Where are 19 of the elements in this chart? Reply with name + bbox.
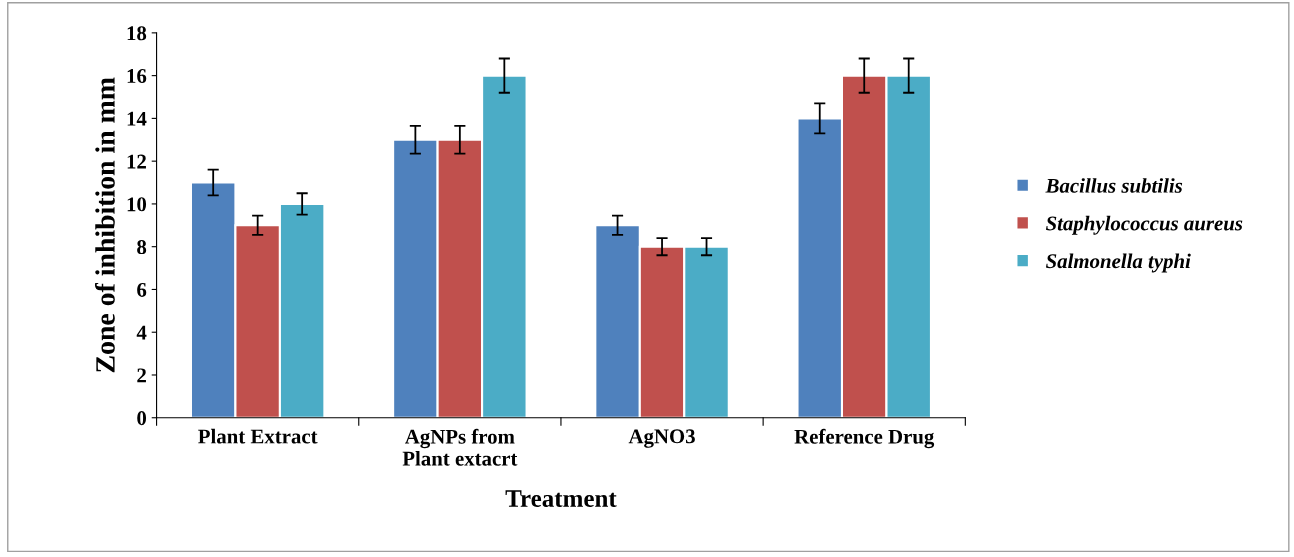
x-tick-label: Reference Drug xyxy=(794,428,935,449)
y-tick-label: 8 xyxy=(137,240,147,255)
legend-label: Bacillus subtilis xyxy=(1045,178,1183,193)
x-tick-label: Plant Extract xyxy=(198,428,318,444)
y-tick-label: 2 xyxy=(137,368,146,383)
y-axis-title: Zone of inhibition in mm xyxy=(94,77,115,373)
y-tick-label: 14 xyxy=(127,111,147,126)
x-tick-label: AgNO3 xyxy=(628,429,695,448)
y-tick-label: 12 xyxy=(127,154,146,169)
y-tick-label: 4 xyxy=(136,325,147,340)
x-axis-title: Treatment xyxy=(505,490,617,507)
y-tick-label: 10 xyxy=(127,197,147,212)
legend-label: Staphylococcus aureus xyxy=(1045,215,1243,235)
x-tick-label: AgNPs from Plant extacrt xyxy=(402,428,518,466)
y-tick-label: 6 xyxy=(137,282,147,297)
legend-label: Salmonella typhi xyxy=(1045,253,1191,273)
y-tick-label: 16 xyxy=(127,69,147,84)
y-tick-label: 0 xyxy=(137,411,147,426)
y-tick-label: 18 xyxy=(127,26,147,41)
